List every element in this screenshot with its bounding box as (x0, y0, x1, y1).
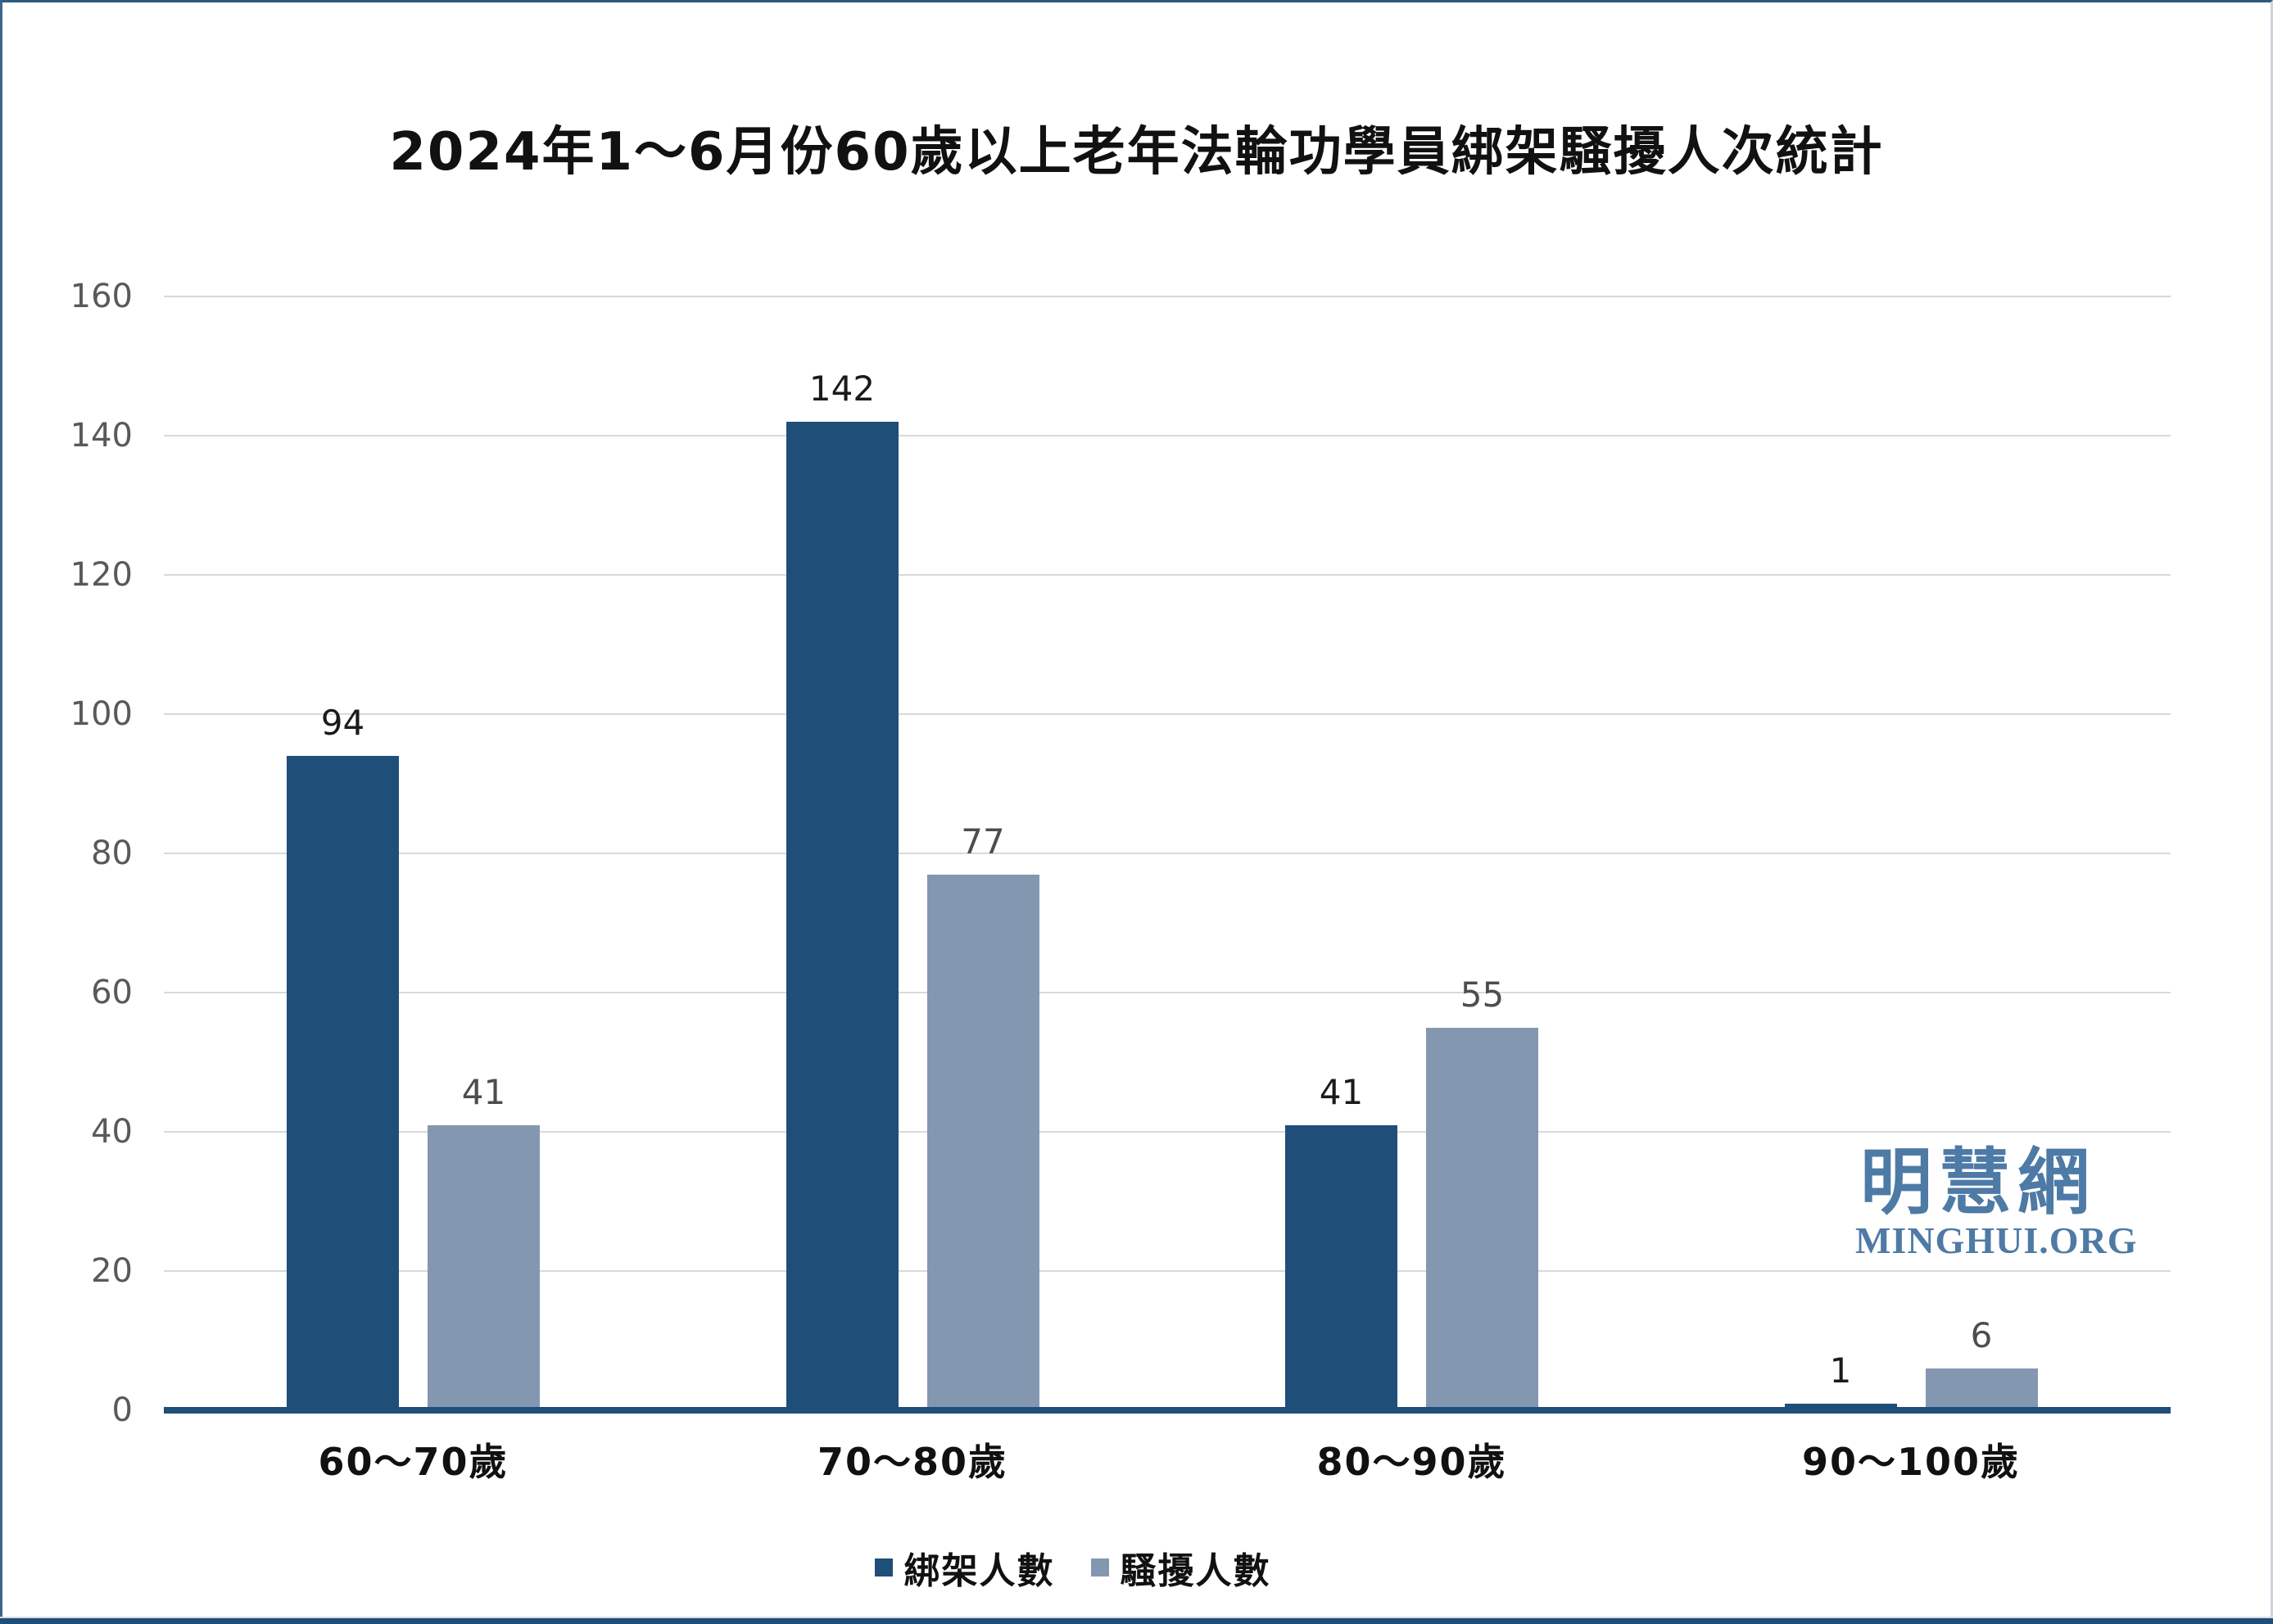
legend-item: 綁架人數 (874, 1541, 1055, 1594)
x-axis-line (164, 1407, 2171, 1414)
bottom-blue-bar (0, 1618, 2273, 1624)
x-axis-category-label: 70～80歲 (817, 1440, 1008, 1484)
minghui-logo-cjk: 明慧網 (1859, 1140, 2096, 1224)
minghui-logo-latin: MINGHUI.ORG (1855, 1219, 2138, 1261)
minghui-watermark: 明慧網 MINGHUI.ORG (1855, 1140, 2138, 1261)
y-axis-tick-label: 80 (91, 835, 133, 872)
x-axis-category-label: 80～90歲 (1316, 1440, 1507, 1484)
bar-value-label: 41 (1319, 1071, 1364, 1112)
x-axis-category-label: 90～100歲 (1801, 1440, 2021, 1484)
gridline (164, 853, 2171, 854)
bar-value-label: 41 (461, 1071, 506, 1112)
y-axis-tick-label: 100 (70, 695, 133, 733)
bar-kidnapped (786, 422, 899, 1410)
bar-kidnapped (1285, 1124, 1397, 1410)
bar-harassed (1925, 1368, 2038, 1410)
bar-value-label: 55 (1460, 974, 1505, 1015)
bottom-gray-rule (0, 1617, 2273, 1618)
y-axis-tick-label: 160 (70, 278, 133, 315)
bar-value-label: 94 (320, 703, 365, 743)
bar-value-label: 77 (961, 821, 1005, 862)
bar-harassed (926, 874, 1039, 1410)
legend: 綁架人數 騷擾人數 (0, 1541, 2209, 1594)
y-axis-tick-label: 0 (111, 1391, 133, 1429)
x-axis-category-label: 60～70歲 (318, 1440, 509, 1484)
bar-kidnapped (1784, 1403, 1897, 1410)
legend-label: 騷擾人數 (1120, 1550, 1271, 1592)
chart-title: 2024年1～6月份60歲以上老年法輪功學員綁架騷擾人次統計 (389, 122, 1884, 183)
gridline (164, 574, 2171, 576)
bar-harassed (428, 1124, 540, 1410)
bar-value-label: 1 (1829, 1350, 1852, 1391)
legend-swatch-icon (1090, 1558, 1109, 1577)
legend-swatch-icon (874, 1558, 893, 1577)
gridline (164, 296, 2171, 297)
gridline (164, 713, 2171, 715)
bar-value-label: 6 (1970, 1315, 1993, 1355)
y-axis-tick-label: 140 (70, 417, 133, 455)
gridline (164, 435, 2171, 437)
legend-item: 騷擾人數 (1090, 1541, 1271, 1594)
bar-value-label: 142 (808, 369, 876, 409)
gridline (164, 1270, 2171, 1272)
y-axis-tick-label: 40 (91, 1113, 133, 1151)
y-axis-tick-label: 20 (91, 1252, 133, 1290)
gridline (164, 1131, 2171, 1133)
gridline (164, 992, 2171, 993)
y-axis-tick-label: 120 (70, 556, 133, 594)
y-axis-tick-label: 60 (91, 974, 133, 1011)
bar-kidnapped (287, 756, 399, 1410)
legend-label: 綁架人數 (903, 1550, 1055, 1592)
bar-harassed (1426, 1027, 1538, 1410)
